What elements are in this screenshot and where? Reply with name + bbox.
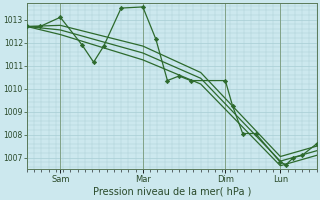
X-axis label: Pression niveau de la mer( hPa ): Pression niveau de la mer( hPa ) <box>92 187 251 197</box>
